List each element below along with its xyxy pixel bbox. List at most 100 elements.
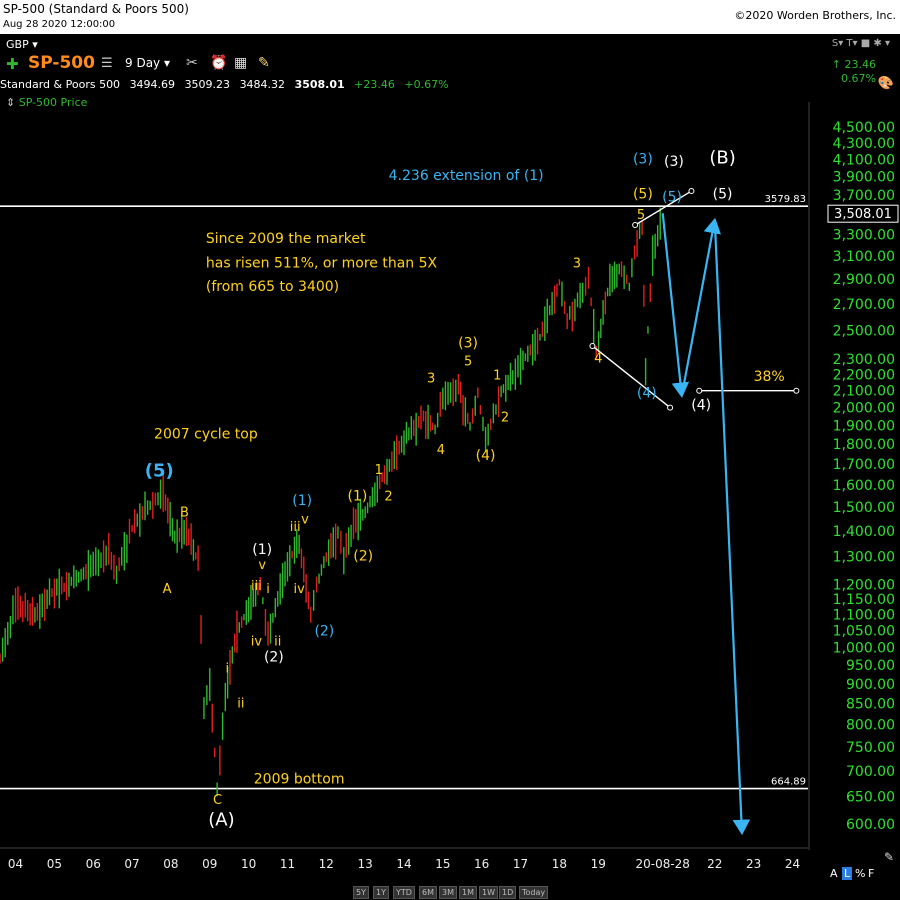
change-pct: 0.67%: [841, 72, 876, 85]
reference-line-label: 3579.83: [765, 194, 806, 205]
title-bar: SP-500 (Standard & Poors 500) Aug 28 202…: [0, 0, 900, 34]
fib-handle: [793, 387, 800, 394]
x-tick-label: 12: [319, 857, 334, 871]
x-tick-label: 10: [241, 857, 256, 871]
wave-annotation: iii: [290, 520, 301, 535]
wave-annotation: (3): [664, 154, 684, 170]
plus-icon[interactable]: ✚: [6, 55, 19, 73]
wave-annotation: i: [266, 582, 270, 597]
wave-annotation: 2009 bottom: [254, 771, 345, 787]
y-tick-label: 2,700.00: [833, 297, 895, 313]
scale-button-2[interactable]: %: [855, 867, 866, 880]
note-icon[interactable]: ✎: [258, 55, 270, 71]
wave-annotation: has risen 511%, or more than 5X: [206, 255, 438, 271]
y-tick-label: 950.00: [846, 658, 895, 674]
wave-annotation: 2: [384, 489, 392, 504]
pencil-icon[interactable]: ✎: [884, 850, 895, 864]
wave-annotation: 5: [464, 354, 472, 369]
quote-last: 3508.01: [294, 78, 345, 91]
save-icon[interactable]: ■: [860, 38, 871, 49]
tv-icon[interactable]: T▾: [846, 38, 858, 49]
y-tick-label: 2,100.00: [833, 384, 895, 400]
settings-icon[interactable]: ✱: [873, 38, 882, 49]
toolbar: [0, 34, 900, 76]
wave-annotation: 4: [437, 443, 445, 458]
chevron-down-icon[interactable]: ▾: [884, 38, 890, 49]
y-tick-label: 1,800.00: [833, 437, 895, 453]
y-tick-label: 1,600.00: [833, 478, 895, 494]
quote-pct: +0.67%: [404, 78, 449, 91]
scale-button-0[interactable]: A: [830, 867, 838, 880]
y-tick-label: 1,150.00: [833, 592, 895, 608]
y-tick-label: 600.00: [846, 817, 895, 833]
wave-annotation: (1): [292, 493, 312, 509]
share-icon[interactable]: S▾: [831, 38, 844, 49]
wave-annotation: B: [180, 505, 189, 520]
wave-annotation: v: [258, 558, 266, 573]
last-price-label: 3,508.01: [834, 207, 892, 222]
palette-icon[interactable]: 🎨: [877, 76, 894, 91]
period-dropdown[interactable]: 9 Day ▾: [125, 56, 170, 70]
last-price-box: [827, 204, 899, 223]
alarm-icon[interactable]: ⏰: [210, 55, 228, 71]
chart-datetime: Aug 28 2020 12:00:00: [3, 19, 116, 30]
timeframe-button-1m[interactable]: 1M: [459, 886, 477, 899]
wave-annotation: (3): [458, 335, 478, 351]
y-tick-label: 1,900.00: [833, 418, 895, 434]
trendline: [591, 345, 671, 409]
y-tick-label: 4,500.00: [833, 120, 895, 136]
scale-button-3[interactable]: F: [868, 867, 875, 880]
wave-annotation: (1): [252, 542, 272, 558]
y-tick-label: 750.00: [846, 740, 895, 756]
wave-annotation: (A): [208, 809, 234, 830]
currency-dropdown[interactable]: GBP ▾: [6, 38, 38, 51]
window-buttons[interactable]: S▾ T▾ ■ ✱ ▾: [832, 38, 890, 49]
x-tick-label: 06: [86, 857, 101, 871]
series-legend[interactable]: ⇕ SP-500 Price: [6, 96, 87, 109]
copyright: ©2020 Worden Brothers, Inc.: [734, 9, 896, 22]
trendline-handle: [589, 342, 596, 349]
y-tick-label: 1,700.00: [833, 457, 895, 473]
y-tick-label: 3,300.00: [833, 227, 895, 243]
timeframe-button-1w[interactable]: 1W: [479, 886, 498, 899]
tools-icon[interactable]: ✂: [186, 55, 198, 71]
x-tick-label: 19: [591, 857, 606, 871]
x-tick-label: 18: [552, 857, 567, 871]
timeframe-button-3m[interactable]: 3M: [439, 886, 457, 899]
timeframe-button-5y[interactable]: 5Y: [353, 886, 369, 899]
y-tick-label: 2,200.00: [833, 368, 895, 384]
x-tick-label: 04: [8, 857, 23, 871]
timeframe-button-1d[interactable]: 1D: [499, 886, 517, 899]
y-tick-label: 700.00: [846, 764, 895, 780]
x-tick-label: 22: [707, 857, 722, 871]
period-label: 9 Day: [125, 56, 161, 70]
timeframe-button-1y[interactable]: 1Y: [373, 886, 389, 899]
y-tick-label: 1,100.00: [833, 607, 895, 623]
timeframe-button-today[interactable]: Today: [519, 886, 549, 899]
x-tick-label: 24: [785, 857, 800, 871]
wave-annotation: 4.236 extension of (1): [389, 168, 544, 184]
scale-button-1[interactable]: L: [842, 867, 853, 880]
wave-annotation: 3: [573, 256, 581, 271]
x-tick-label: 16: [474, 857, 489, 871]
calculator-icon[interactable]: ▦: [234, 55, 248, 71]
timeframe-button-6m[interactable]: 6M: [419, 886, 437, 899]
sort-icon: ⇕: [6, 96, 16, 109]
x-tick-label: 15: [435, 857, 450, 871]
wave-annotation: 1: [493, 368, 501, 383]
wave-annotation: (2): [353, 549, 373, 565]
quote-change: +23.46: [354, 78, 395, 91]
wave-annotation: v: [301, 513, 309, 528]
trendline-handle: [632, 222, 639, 229]
y-tick-label: 3,500.00: [833, 207, 895, 223]
list-icon[interactable]: ☰: [101, 56, 113, 71]
symbol-field[interactable]: SP-500: [28, 53, 95, 73]
timeframe-button-ytd[interactable]: YTD: [393, 886, 415, 899]
y-tick-label: 900.00: [846, 677, 895, 693]
projection-arrow: [680, 217, 721, 396]
x-tick-label: 14: [396, 857, 411, 871]
y-tick-label: 3,700.00: [833, 188, 895, 204]
wave-annotation: ii: [237, 697, 244, 712]
wave-annotation: (2): [314, 624, 334, 640]
